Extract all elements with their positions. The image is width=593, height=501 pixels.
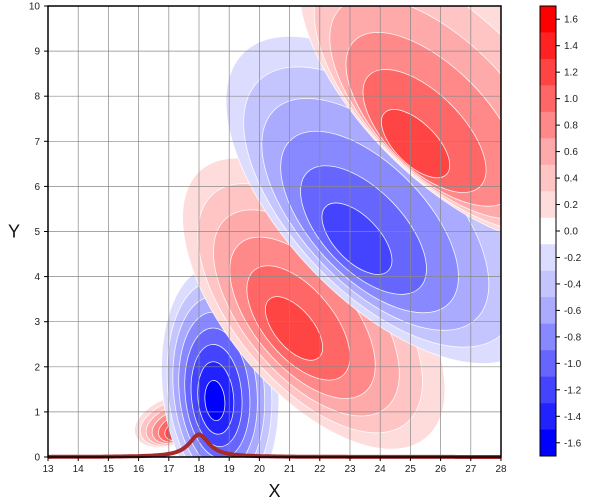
colorbar-label: 0.2 xyxy=(564,200,578,211)
colorbar-label: -0.6 xyxy=(564,306,582,317)
x-tick-label: 22 xyxy=(314,464,326,475)
x-axis: 13 14 15 16 17 18 19 20 21 22 23 24 25 26 27 28 xyxy=(42,457,507,475)
y-axis: 0 1 2 3 4 5 6 7 8 9 10 xyxy=(29,2,48,464)
x-tick-label: 27 xyxy=(465,464,477,475)
colorbar-label: 1.2 xyxy=(564,68,578,79)
colorbar-swatch xyxy=(540,403,556,430)
x-tick-label: 24 xyxy=(375,464,387,475)
x-tick-label: 13 xyxy=(42,464,54,475)
x-tick-label: 19 xyxy=(224,464,236,475)
x-tick-label: 18 xyxy=(193,464,205,475)
colorbar-swatch xyxy=(540,297,556,324)
x-tick-label: 20 xyxy=(254,464,266,475)
y-tick-label: 3 xyxy=(34,317,40,328)
contour-level xyxy=(265,296,324,361)
contour-level xyxy=(381,109,451,179)
x-tick-label: 14 xyxy=(73,464,85,475)
colorbar-label: 0.6 xyxy=(564,147,578,158)
colorbar-label: -0.4 xyxy=(564,279,582,290)
x-axis-title: X xyxy=(268,481,280,501)
y-tick-label: 0 xyxy=(34,453,40,464)
colorbar-swatch xyxy=(540,376,556,404)
colorbar-label: -1.0 xyxy=(564,359,582,370)
x-tick-label: 23 xyxy=(344,464,356,475)
contour-lobe-positive xyxy=(298,6,501,245)
y-tick-label: 6 xyxy=(34,182,40,193)
contour-level xyxy=(321,202,393,275)
y-tick-label: 5 xyxy=(34,227,40,238)
colorbar-swatch xyxy=(540,164,556,192)
colorbar-label: -0.2 xyxy=(564,253,582,264)
colorbar-label: 0.0 xyxy=(564,227,578,238)
contour-lobe-negative xyxy=(225,35,501,364)
x-tick-label: 15 xyxy=(103,464,115,475)
colorbar-label: 1.4 xyxy=(564,41,578,52)
colorbar-label: -0.8 xyxy=(564,332,582,343)
colorbar-swatch xyxy=(540,138,556,166)
colorbar-label: 1.6 xyxy=(564,15,578,26)
y-tick-label: 9 xyxy=(34,47,40,58)
contour-field xyxy=(134,6,501,457)
x-tick-label: 26 xyxy=(435,464,447,475)
colorbar-label: 1.0 xyxy=(564,94,578,105)
colorbar-swatch xyxy=(540,350,556,377)
colorbar-label: -1.2 xyxy=(564,385,582,396)
colorbar-label: 0.8 xyxy=(564,121,578,132)
colorbar-swatch xyxy=(540,58,556,86)
y-axis-title: Y xyxy=(8,222,20,242)
contour-level xyxy=(204,380,226,422)
x-tick-label: 28 xyxy=(495,464,507,475)
colorbar-swatch xyxy=(540,429,556,457)
colorbar-swatch xyxy=(540,32,556,60)
x-tick-label: 25 xyxy=(405,464,417,475)
y-tick-label: 2 xyxy=(34,362,40,373)
colorbar: 1.6 1.4 1.2 1.0 0.8 0.6 0.4 0.2 0.0 -0.2 -0.4 -0.6 -… xyxy=(539,5,582,457)
colorbar-swatch xyxy=(540,270,556,298)
colorbar-swatch xyxy=(540,191,556,219)
x-tick-label: 17 xyxy=(163,464,175,475)
y-tick-label: 7 xyxy=(34,137,40,148)
x-tick-label: 16 xyxy=(133,464,145,475)
colorbar-label: -1.6 xyxy=(564,438,582,449)
grid-lines xyxy=(48,6,501,457)
y-tick-label: 1 xyxy=(34,407,40,418)
contour-lobe-positive xyxy=(182,157,446,450)
x-tick-label: 21 xyxy=(284,464,296,475)
colorbar-swatch xyxy=(540,323,556,351)
colorbar-label: 0.4 xyxy=(564,174,578,185)
colorbar-swatch xyxy=(540,244,556,272)
y-tick-label: 10 xyxy=(29,2,41,13)
colorbar-swatch xyxy=(540,85,556,113)
y-tick-label: 8 xyxy=(34,92,40,103)
colorbar-swatch xyxy=(540,217,556,245)
colorbar-swatch xyxy=(540,6,556,33)
colorbar-swatch xyxy=(540,111,556,139)
colorbar-label: -1.4 xyxy=(564,412,582,423)
y-tick-label: 4 xyxy=(34,272,40,283)
